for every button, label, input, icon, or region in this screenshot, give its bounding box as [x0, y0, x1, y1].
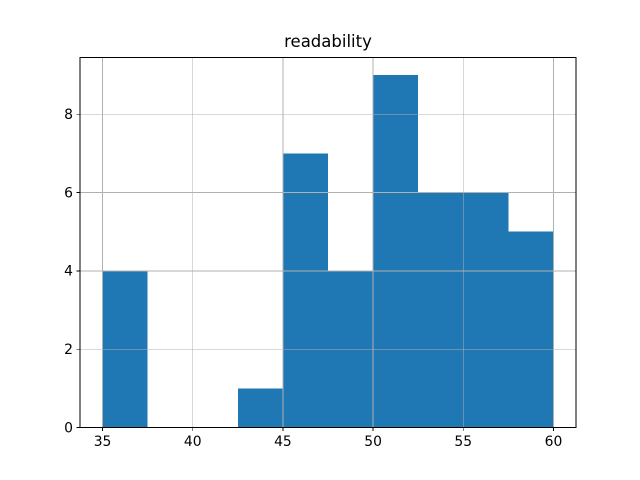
x-tick-label: 40 [184, 434, 202, 450]
histogram-bar [282, 153, 328, 428]
tick-marks-group [76, 113, 554, 431]
x-tick-label: 35 [94, 434, 112, 450]
histogram-bar [237, 388, 283, 428]
plot-frame [79, 57, 577, 428]
y-tick-label: 0 [64, 420, 73, 436]
tick-labels-group: 35 40 45 50 55 60 0 2 4 6 8 [64, 107, 562, 450]
x-tick-label: 50 [364, 434, 382, 450]
histogram-bar [373, 75, 419, 428]
x-tick-label: 60 [545, 434, 563, 450]
y-tick-label: 8 [64, 107, 73, 123]
chart-title: readability [284, 32, 372, 51]
bars-group [102, 75, 554, 428]
y-tick-label: 6 [64, 185, 73, 201]
histogram-bar [463, 192, 509, 428]
y-tick-label: 4 [64, 264, 73, 280]
x-tick-label: 55 [454, 434, 472, 450]
histogram-bar [508, 231, 554, 428]
histogram-bar [418, 192, 464, 428]
y-tick-label: 2 [64, 342, 73, 358]
x-tick-label: 45 [274, 434, 292, 450]
